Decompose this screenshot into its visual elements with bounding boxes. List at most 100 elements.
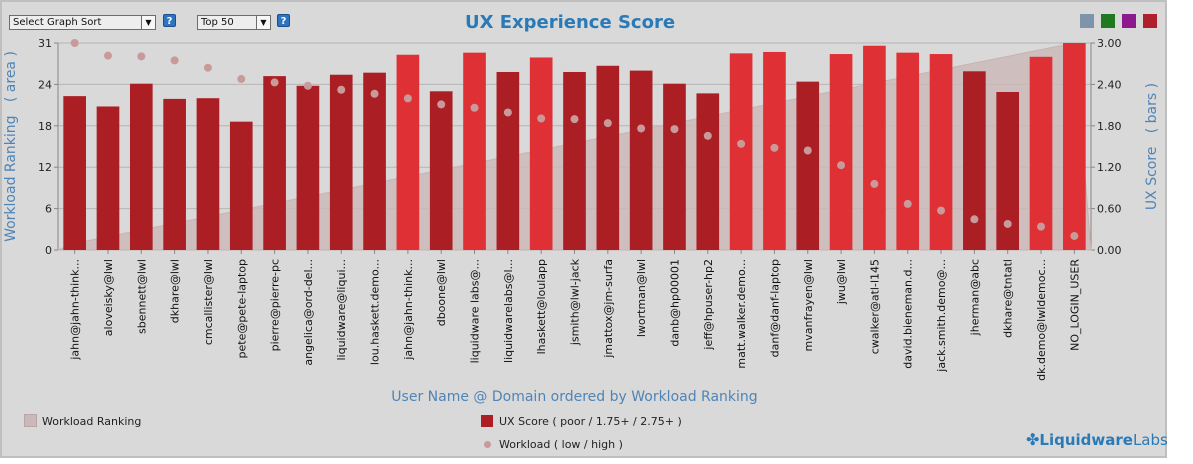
x-tick-label: jahn@jahn-think... (402, 259, 415, 361)
workload-dot (737, 139, 746, 148)
left-tick-label: 6 (45, 203, 52, 216)
x-tick-label: dkhare@tntatl (1002, 259, 1015, 338)
workload-dot (203, 63, 212, 72)
ux-score-bar (863, 45, 886, 251)
workload-dot (437, 100, 446, 109)
workload-dot (537, 114, 546, 123)
x-tick-label: cmcallister@lwl (202, 259, 215, 345)
right-tick-label: 0.60 (1097, 203, 1122, 216)
right-tick-label: 0.00 (1097, 244, 1122, 257)
ux-score-bar (263, 76, 286, 251)
workload-dot (470, 103, 479, 112)
ux-score-bar (296, 85, 320, 250)
legend-workload-label: Workload ( low / high ) (499, 438, 623, 451)
workload-dot (570, 115, 579, 124)
x-tick-label: jack.smith.demo@... (935, 259, 948, 373)
ux-score-bar (129, 83, 153, 251)
ux-score-bar (163, 98, 186, 250)
x-tick-label: angelica@ord-del... (302, 259, 315, 366)
right-tick-label: 2.40 (1097, 78, 1122, 91)
workload-dot (1070, 231, 1079, 240)
x-tick-label: danb@hp00001 (668, 259, 681, 347)
ux-score-bar (396, 54, 420, 251)
chevron-down-icon: ▼ (256, 16, 270, 29)
x-axis-title: User Name @ Domain ordered by Workload R… (391, 389, 757, 405)
brand-name-b: Labs (1132, 431, 1168, 449)
x-tick-label: jwu@lwl (835, 259, 848, 305)
ux-score-bar (529, 57, 553, 250)
workload-dot (770, 143, 779, 152)
x-tick-label: jeff@hpuser-hp2 (702, 259, 715, 351)
color-scheme-swatch-blue[interactable] (1080, 14, 1094, 28)
x-tick-label: lou.haskett.demo... (369, 259, 382, 365)
ux-score-bar (963, 71, 986, 250)
workload-dot (703, 131, 712, 140)
workload-dot (303, 81, 312, 90)
x-tick-label: jahn@jahn-think... (69, 259, 82, 361)
workload-dot (270, 78, 279, 87)
left-tick-label: 31 (38, 37, 52, 50)
left-tick-label: 12 (38, 161, 52, 174)
ux-score-bar (663, 83, 686, 251)
x-tick-label: danf@danf-laptop (768, 259, 781, 357)
ux-score-bar (63, 96, 86, 250)
color-scheme-swatch-red[interactable] (1143, 14, 1157, 28)
x-tick-label: jherman@abc (968, 259, 981, 336)
ux-score-bar (363, 72, 386, 250)
ux-score-bar (496, 71, 520, 250)
x-tick-label: liquidware@liqui... (335, 259, 348, 361)
left-tick-label: 24 (38, 78, 52, 91)
left-axis-title: Workload Ranking ( area ) (3, 51, 19, 242)
x-tick-label: david.bieneman.d... (902, 259, 915, 369)
liquidware-labs-logo: ✤LiquidwareLabs (1026, 430, 1168, 449)
color-scheme-swatch-purple[interactable] (1122, 14, 1136, 28)
ux-score-bar (929, 54, 953, 250)
ux-score-bar (1063, 43, 1086, 250)
ux-score-bar (196, 98, 220, 250)
workload-dot (503, 108, 512, 117)
legend-workload-ranking-label: Workload Ranking (42, 415, 142, 428)
top-count-select-label: Top 50 (201, 17, 234, 28)
chevron-down-icon: ▼ (141, 16, 155, 29)
workload-dot (103, 51, 112, 60)
x-tick-label: lwortman@lwl (635, 259, 648, 337)
x-tick-label: lhaskett@loulapp (535, 259, 548, 354)
ux-score-bar (729, 53, 753, 250)
x-tick-label: sbennett@lwl (135, 259, 148, 334)
logo-mark-icon: ✤ (1026, 430, 1040, 449)
workload-dot (337, 85, 346, 94)
workload-dot (803, 146, 812, 155)
x-tick-label: jmattox@jm-surfa (602, 259, 615, 359)
workload-dot (403, 94, 412, 103)
sort-help-icon[interactable]: ? (163, 14, 176, 27)
workload-dot (237, 75, 246, 84)
ux-score-bar (696, 93, 720, 251)
left-tick-label: 0 (45, 244, 52, 257)
x-tick-label: liquidwarelabs@l... (502, 259, 515, 363)
ux-score-bar (229, 121, 253, 250)
workload-dot (370, 89, 379, 98)
ux-score-bar (429, 91, 453, 250)
workload-dot (1003, 219, 1012, 228)
x-tick-label: liquidware labs@... (469, 259, 482, 363)
workload-dot (603, 119, 612, 128)
top-count-select[interactable]: Top 50 ▼ (197, 15, 271, 30)
right-tick-label: 1.20 (1097, 161, 1122, 174)
color-scheme-swatch-green[interactable] (1101, 14, 1115, 28)
workload-dot (903, 199, 912, 208)
ux-score-bar (796, 81, 820, 250)
top-help-icon[interactable]: ? (277, 14, 290, 27)
workload-dot (1037, 222, 1046, 231)
legend-workload-ranking-swatch (24, 414, 37, 427)
left-tick-label: 18 (38, 120, 52, 133)
ux-score-bar (96, 106, 120, 250)
workload-dot (70, 39, 79, 47)
ux-score-bar (596, 65, 620, 251)
x-tick-label: mvanfrayen@lwl (802, 259, 815, 351)
x-tick-label: cwalker@atl-l145 (868, 259, 881, 354)
workload-dot (670, 125, 679, 134)
ux-score-bar (463, 52, 486, 250)
graph-sort-select[interactable]: Select Graph Sort ▼ (9, 15, 156, 30)
x-tick-label: dboone@lwl (435, 259, 448, 326)
